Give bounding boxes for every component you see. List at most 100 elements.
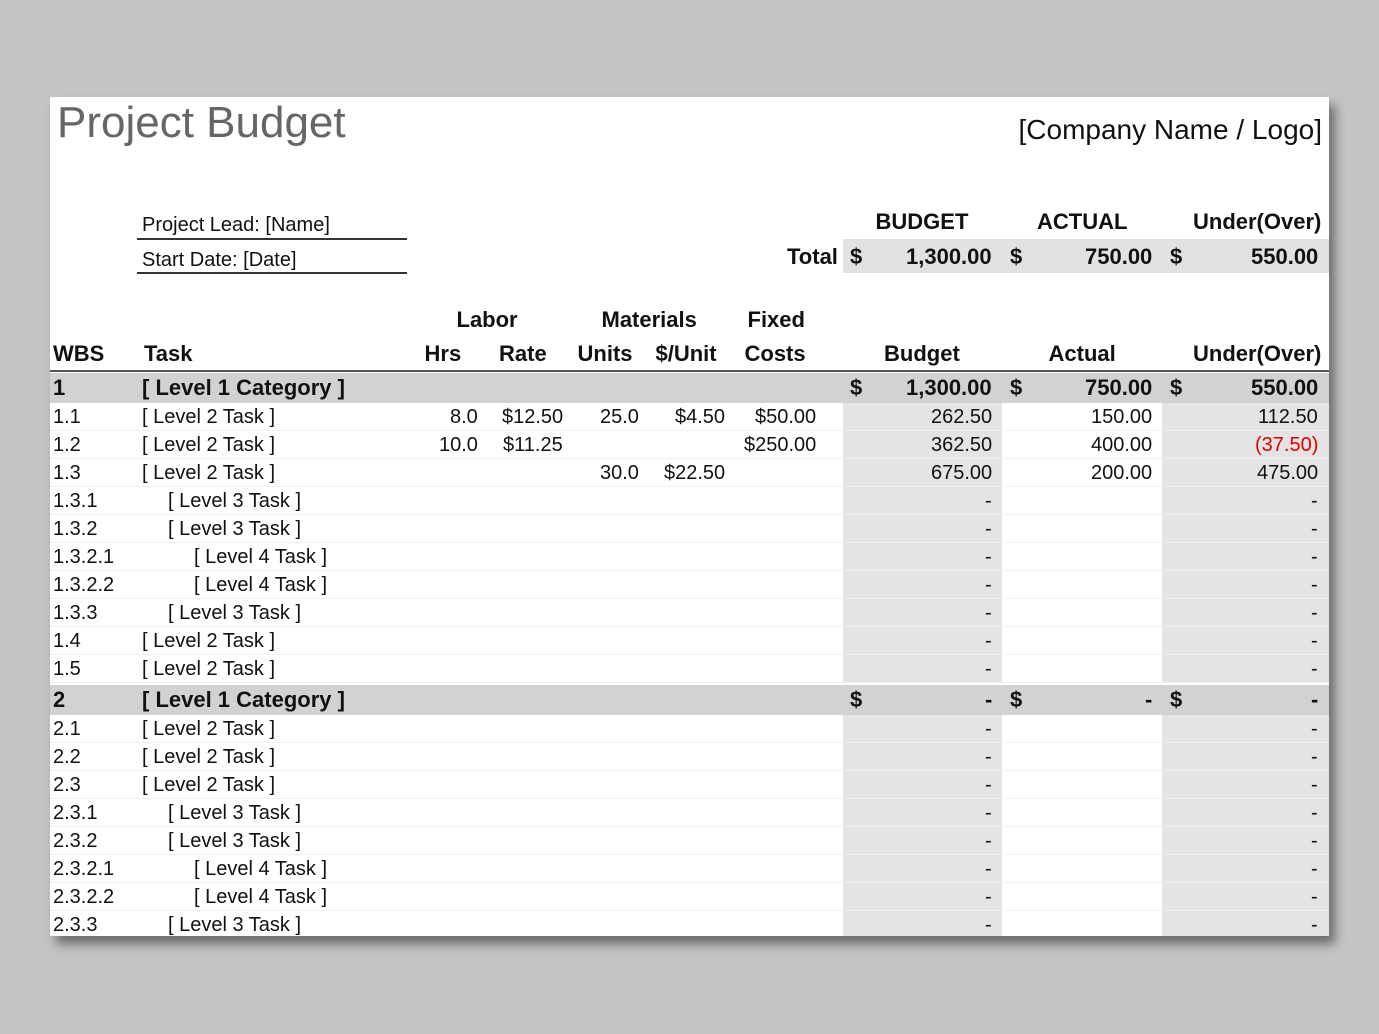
cell-under: - <box>1311 858 1318 880</box>
group-header: Fixed <box>747 307 805 332</box>
task: [ Level 4 Task ] <box>194 574 328 596</box>
shade <box>1162 743 1329 771</box>
task: [ Level 2 Task ] <box>142 774 276 796</box>
cell-budget: - <box>985 518 992 540</box>
cell-under: - <box>1311 687 1319 712</box>
group-header: Materials <box>601 307 697 332</box>
task: [ Level 3 Task ] <box>168 914 302 936</box>
cell-budget: - <box>985 914 992 936</box>
cell-unit-cost: $22.50 <box>664 462 726 484</box>
cell-budget: - <box>985 830 992 852</box>
row-rule <box>50 910 1329 911</box>
company: [Company Name / Logo] <box>1018 114 1323 145</box>
shade <box>1162 827 1329 855</box>
wbs: 2.3.2.2 <box>53 886 115 908</box>
wbs: 1.3.2.2 <box>53 574 115 596</box>
cell-units: 25.0 <box>600 406 639 428</box>
shade <box>843 571 1002 599</box>
currency: $ <box>1170 375 1183 400</box>
shade <box>843 855 1002 883</box>
row-rule <box>50 458 1329 459</box>
cell-budget: - <box>985 658 992 680</box>
row-rule <box>50 486 1329 487</box>
total-value: 550.00 <box>1251 244 1319 269</box>
shade <box>1162 655 1329 683</box>
total-label: Total <box>787 244 838 269</box>
wbs: 1.5 <box>53 658 81 680</box>
wbs: 2.3.3 <box>53 914 98 936</box>
cell-under: - <box>1311 574 1318 596</box>
wbs: 2.1 <box>53 718 81 740</box>
shade <box>843 799 1002 827</box>
shade <box>1162 431 1329 459</box>
cell-under: - <box>1311 802 1318 824</box>
task: [ Level 2 Task ] <box>142 434 276 456</box>
currency: $ <box>1010 375 1023 400</box>
cell-budget: - <box>985 802 992 824</box>
shade <box>1162 403 1329 431</box>
cell-under: - <box>1311 746 1318 768</box>
cell-under: - <box>1311 886 1318 908</box>
cell-fixed: $50.00 <box>755 406 817 428</box>
summary-header: ACTUAL <box>1037 209 1128 234</box>
shade <box>843 655 1002 683</box>
cell-budget: 675.00 <box>931 462 993 484</box>
cell-hrs: 8.0 <box>450 406 478 428</box>
total-value: 1,300.00 <box>906 244 992 269</box>
cell-actual: - <box>1145 687 1153 712</box>
shade <box>1162 459 1329 487</box>
cell-actual: 150.00 <box>1091 406 1153 428</box>
cell-budget: - <box>985 774 992 796</box>
start-date: Start Date: [Date] <box>142 249 297 271</box>
wbs: 1.2 <box>53 434 81 456</box>
currency: $ <box>1170 687 1183 712</box>
column-header: Under(Over) <box>1193 341 1322 366</box>
column-header: Task <box>144 341 193 366</box>
shade <box>1162 515 1329 543</box>
shade <box>843 431 1002 459</box>
cell-actual: 750.00 <box>1085 375 1153 400</box>
shade <box>843 403 1002 431</box>
column-header: WBS <box>53 341 105 366</box>
row-rule <box>50 514 1329 515</box>
underline <box>137 272 407 274</box>
total-shade <box>843 239 1329 273</box>
row-rule <box>50 682 1329 683</box>
cell-under: - <box>1311 774 1318 796</box>
task: [ Level 2 Task ] <box>142 746 276 768</box>
row-rule <box>50 626 1329 627</box>
cell-budget: - <box>985 858 992 880</box>
column-header: Rate <box>499 341 547 366</box>
wbs: 2.2 <box>53 746 81 768</box>
row-rule <box>50 430 1329 431</box>
cell-under: 550.00 <box>1251 375 1319 400</box>
shade <box>843 827 1002 855</box>
cell-under: - <box>1311 602 1318 624</box>
row-rule <box>50 798 1329 799</box>
cell-actual: 200.00 <box>1091 462 1153 484</box>
cell-under: 475.00 <box>1257 462 1319 484</box>
summary-header: BUDGET <box>875 209 969 234</box>
wbs: 1.3 <box>53 462 81 484</box>
task: [ Level 1 Category ] <box>142 687 345 712</box>
shade <box>1162 771 1329 799</box>
shade <box>1162 883 1329 911</box>
wbs: 1.3.3 <box>53 602 98 624</box>
currency: $ <box>850 244 863 269</box>
task: [ Level 3 Task ] <box>168 802 302 824</box>
shade <box>843 883 1002 911</box>
cell-budget: - <box>985 490 992 512</box>
total-value: 750.00 <box>1085 244 1153 269</box>
task: [ Level 3 Task ] <box>168 830 302 852</box>
shade <box>843 743 1002 771</box>
task: [ Level 3 Task ] <box>168 518 302 540</box>
shade <box>843 911 1002 936</box>
cell-budget: - <box>985 718 992 740</box>
cell-hrs: 10.0 <box>439 434 478 456</box>
wbs: 2.3.2.1 <box>53 858 115 880</box>
wbs: 2.3.2 <box>53 830 98 852</box>
shade <box>1162 627 1329 655</box>
cell-under: - <box>1311 490 1318 512</box>
wbs: 1 <box>53 375 66 400</box>
row-rule <box>50 654 1329 655</box>
